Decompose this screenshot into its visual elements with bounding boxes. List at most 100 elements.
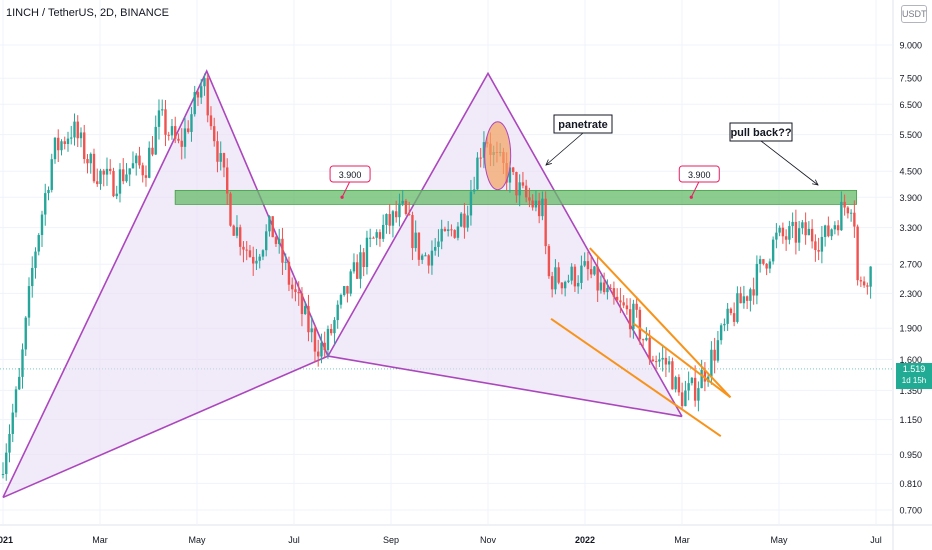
candle-body (180, 140, 183, 147)
candle-body (57, 137, 60, 151)
candle-body (589, 269, 593, 275)
candle-body (245, 249, 248, 251)
candle-body (654, 361, 658, 363)
candle-body (739, 293, 742, 304)
candle-body (622, 302, 625, 306)
candle-body (648, 337, 651, 360)
candle-body (37, 235, 40, 252)
candle-body (433, 246, 437, 251)
time-axis[interactable]: 2021 Mar May Jul Sep Nov 2022 Mar May Jul (0, 535, 882, 545)
candle-body (719, 325, 723, 341)
candle-body (664, 357, 668, 365)
currency-badge[interactable]: USDT (901, 5, 927, 23)
candle-body (511, 167, 515, 173)
level-label-left-box (329, 165, 371, 183)
note-pullback-arrowhead (812, 179, 819, 186)
candle-body (287, 261, 291, 285)
candle-body (788, 226, 791, 240)
candle-body (349, 271, 352, 294)
candle-body (667, 361, 671, 365)
candle-body (554, 267, 557, 290)
candle-body (1, 473, 5, 475)
candle-body (407, 214, 411, 216)
candle-body (385, 214, 388, 225)
candle-body (749, 289, 752, 301)
candle-body (612, 288, 616, 297)
candle-body (866, 285, 869, 287)
candle-body (187, 128, 190, 132)
candle-body (869, 266, 872, 287)
candle-body (83, 132, 86, 160)
candle-body (50, 159, 53, 190)
candle-body (66, 138, 70, 145)
candle-body (404, 200, 408, 215)
candle-body (791, 221, 794, 227)
candle-body (294, 289, 297, 293)
candle-body (96, 181, 99, 185)
candle-body (456, 226, 460, 238)
candle-body (723, 323, 726, 326)
candle-body (144, 175, 148, 178)
candle-body (827, 225, 830, 237)
candle-body (567, 280, 570, 282)
chart-title: 1INCH / TetherUS, 2D, BINANCE (6, 7, 170, 19)
candle-body (817, 249, 820, 252)
price-tick-label: 5.500 (899, 130, 922, 140)
candle-body (576, 282, 580, 287)
candle-body (40, 214, 44, 236)
candle-body (573, 266, 577, 287)
candle-body (229, 193, 232, 226)
time-tick-label: Jul (870, 535, 882, 545)
candle-body (258, 256, 261, 261)
price-tick-label: 9.000 (899, 41, 922, 51)
candle-body (216, 141, 219, 162)
candle-body (300, 293, 304, 315)
candle-body (518, 182, 521, 196)
note-pullback: pull back?? (730, 127, 791, 139)
level-label-right: 3.900 (688, 170, 711, 180)
note-pullback-arrow (760, 140, 819, 186)
candle-body (8, 433, 11, 453)
candle-body (284, 261, 287, 263)
candle-body (469, 191, 473, 216)
candle-body (710, 349, 713, 377)
highlight-ellipse (484, 121, 512, 191)
candle-body (222, 153, 226, 168)
candle-body (86, 159, 89, 164)
candle-body (804, 222, 807, 236)
price-tick-label: 1.600 (899, 355, 922, 365)
candle-body (700, 369, 703, 389)
candle-body (742, 296, 746, 304)
candle-body (203, 78, 206, 87)
candle-body (794, 221, 798, 243)
candle-body (593, 266, 596, 275)
candle-body (190, 114, 193, 132)
candle-body (716, 340, 720, 361)
candle-body (112, 170, 115, 197)
candle-body (355, 262, 359, 279)
candle-body (856, 226, 859, 281)
price-tick-label: 0.700 (899, 506, 922, 516)
candle-body (736, 293, 739, 322)
candle-body (541, 198, 544, 217)
candle-body (515, 172, 518, 196)
candle-body (154, 126, 157, 155)
price-tick-label: 1.350 (899, 386, 922, 396)
candle-body (632, 303, 635, 330)
bar-countdown: 1d 15h (901, 376, 927, 385)
candle-body (745, 296, 749, 301)
candle-body (687, 383, 690, 391)
candle-body (836, 225, 840, 231)
candle-body (365, 237, 369, 268)
candle-body (820, 236, 824, 252)
price-axis[interactable]: 9.000 7.500 6.500 5.500 4.500 3.900 3.300 2.700… (899, 41, 922, 516)
candle-body (27, 286, 31, 318)
candle-body (810, 228, 814, 242)
candle-body (200, 86, 203, 98)
candle-body (99, 170, 102, 185)
candle-body (807, 228, 811, 236)
candle-body (560, 282, 564, 289)
candle-body (76, 121, 79, 139)
candle-body (291, 284, 294, 290)
